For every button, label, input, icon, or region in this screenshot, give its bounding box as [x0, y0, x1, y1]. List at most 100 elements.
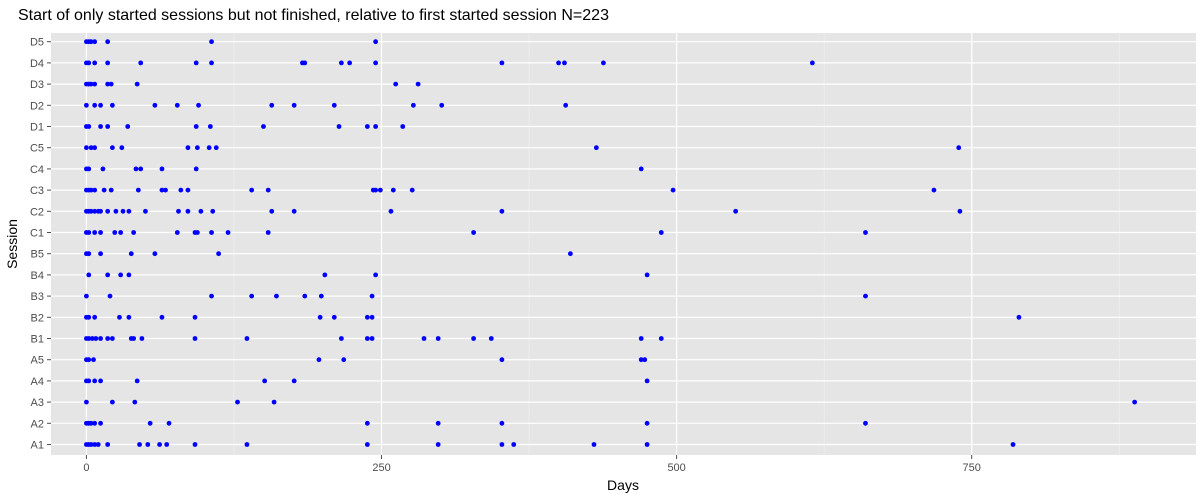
data-points: [84, 39, 1138, 447]
data-point: [174, 102, 180, 108]
data-point: [86, 230, 92, 235]
data-point: [88, 145, 94, 151]
data-point: [196, 102, 201, 108]
data-point: [274, 293, 279, 299]
data-point: [262, 378, 268, 384]
data-point: [86, 314, 92, 320]
data-point: [86, 166, 92, 172]
data-point: [421, 336, 427, 341]
data-point: [809, 60, 815, 66]
data-point: [128, 251, 134, 257]
y-tick-label: D4: [30, 58, 44, 70]
data-point: [84, 293, 89, 299]
data-point: [107, 293, 113, 299]
data-point: [249, 293, 255, 299]
data-point: [377, 187, 383, 193]
data-point: [118, 272, 124, 278]
y-tick-label: C3: [30, 185, 44, 197]
data-point: [88, 39, 94, 45]
data-point: [152, 102, 158, 108]
data-point: [439, 102, 445, 108]
data-point: [145, 442, 151, 447]
data-point: [88, 420, 94, 426]
data-point: [159, 187, 165, 193]
data-point: [644, 420, 650, 426]
data-point: [91, 357, 96, 363]
data-point: [291, 208, 297, 214]
data-point: [207, 124, 213, 129]
data-point: [410, 102, 416, 108]
data-point: [137, 442, 142, 447]
data-point: [638, 166, 644, 172]
data-point: [92, 145, 98, 151]
data-point: [499, 442, 505, 447]
data-point: [120, 208, 126, 214]
data-point: [206, 145, 212, 151]
data-point: [213, 145, 219, 151]
data-point: [139, 336, 145, 341]
data-point: [733, 208, 739, 214]
data-point: [249, 187, 255, 193]
y-tick-label: C1: [30, 228, 44, 240]
data-point: [499, 420, 505, 426]
data-point: [98, 230, 103, 235]
data-point: [89, 336, 95, 341]
data-point: [152, 251, 158, 257]
data-point: [364, 420, 370, 426]
y-tick-label: A4: [31, 376, 44, 388]
data-point: [194, 145, 200, 151]
data-point: [88, 187, 94, 193]
data-point: [338, 60, 344, 66]
data-point: [135, 187, 141, 193]
x-tick-label: 500: [667, 462, 685, 474]
data-point: [331, 314, 337, 320]
data-point: [92, 60, 98, 66]
data-point: [601, 60, 606, 66]
data-point: [471, 230, 476, 235]
data-point: [863, 293, 868, 299]
data-point: [373, 39, 379, 45]
data-point: [644, 272, 650, 278]
data-point: [471, 336, 476, 341]
data-point: [269, 102, 275, 108]
y-tick-label: A1: [31, 440, 44, 452]
y-tick-label: A3: [31, 397, 44, 409]
data-point: [126, 272, 132, 278]
data-point: [302, 293, 308, 299]
grid-lines: [51, 33, 1196, 455]
x-tick-label: 750: [963, 462, 981, 474]
y-tick-label: D1: [30, 122, 44, 134]
y-tick-label: C4: [30, 164, 44, 176]
x-axis: 0 250 500 750: [83, 455, 981, 474]
data-point: [86, 60, 92, 66]
data-point: [373, 124, 379, 129]
data-point: [563, 102, 569, 108]
data-point: [86, 357, 92, 363]
x-tick-label: 0: [83, 462, 89, 474]
data-point: [109, 145, 115, 151]
data-point: [192, 314, 198, 320]
data-point: [113, 208, 119, 214]
data-point: [488, 336, 494, 341]
data-point: [216, 251, 222, 257]
data-point: [105, 60, 111, 66]
y-tick-label: D3: [30, 79, 44, 91]
data-point: [105, 208, 111, 214]
data-point: [92, 420, 98, 426]
data-point: [119, 145, 125, 151]
data-point: [84, 399, 89, 405]
data-point: [185, 145, 191, 151]
data-point: [435, 442, 441, 447]
data-point: [336, 124, 342, 129]
data-point: [638, 357, 644, 363]
data-point: [92, 39, 98, 45]
data-point: [126, 208, 132, 214]
data-point: [108, 187, 114, 193]
data-point: [109, 399, 115, 405]
data-point: [98, 208, 103, 214]
data-point: [193, 166, 199, 172]
data-point: [157, 442, 162, 447]
data-point: [88, 208, 94, 214]
data-point: [105, 272, 111, 278]
data-point: [373, 60, 379, 66]
